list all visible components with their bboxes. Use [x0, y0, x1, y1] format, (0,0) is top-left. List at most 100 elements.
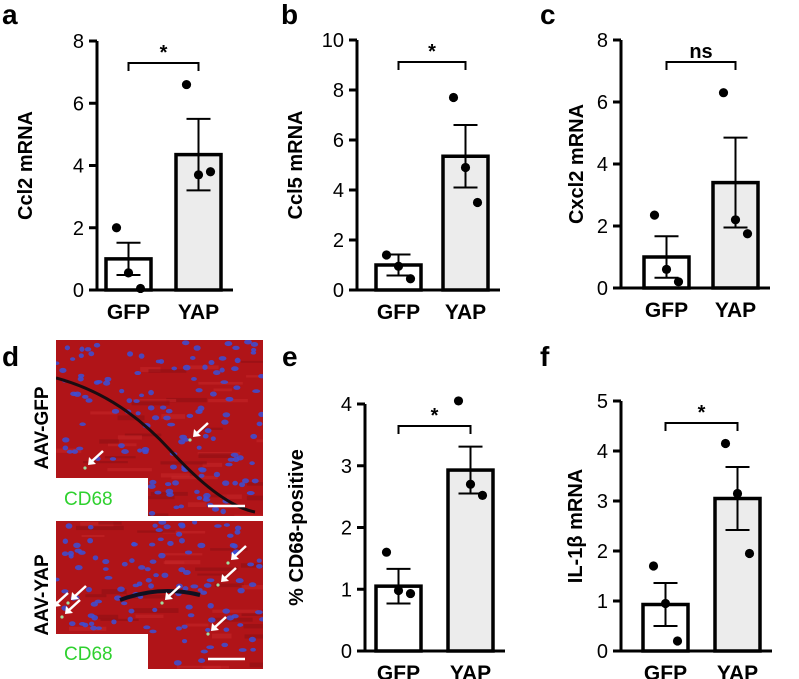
nucleus [182, 364, 191, 371]
tissue-texture [203, 427, 223, 431]
tissue-texture [195, 567, 239, 571]
nucleus [85, 586, 93, 593]
nucleus [223, 627, 230, 632]
panel-letter-f: f [540, 341, 550, 372]
vessel [119, 589, 201, 602]
y-tick-label: 5 [597, 391, 608, 413]
nucleus [71, 449, 79, 454]
nucleus [222, 480, 230, 486]
nucleus [254, 610, 263, 615]
tissue-texture [126, 594, 175, 599]
micrograph-label-aav-yap: AAV-YAP [32, 554, 53, 636]
nucleus [61, 551, 69, 556]
y-tick-label: 4 [333, 180, 344, 202]
nucleus [190, 584, 199, 589]
nucleus [235, 578, 244, 584]
data-point-gfp [649, 210, 660, 220]
tissue-texture [220, 494, 242, 499]
nucleus [196, 445, 202, 450]
data-point-gfp [405, 274, 416, 284]
nucleus [165, 408, 173, 414]
arrow-icon [56, 592, 69, 607]
tissue-texture [210, 548, 248, 551]
nucleus [87, 613, 95, 619]
significance-label: * [698, 402, 706, 424]
tissue-texture [171, 475, 218, 480]
x-tick-label-gfp: GFP [377, 301, 420, 324]
data-point-yap [744, 548, 755, 559]
tissue-texture [68, 626, 107, 631]
arrow-icon [216, 567, 237, 587]
nucleus [148, 389, 154, 396]
nucleus [221, 419, 229, 425]
nucleus [65, 523, 73, 529]
nucleus [69, 357, 76, 361]
nucleus [92, 555, 99, 561]
y-tick-label: 2 [333, 230, 344, 252]
nucleus [207, 602, 214, 609]
nucleus [250, 350, 257, 355]
nucleus [152, 607, 158, 613]
nucleus [244, 340, 252, 345]
y-tick-label: 1 [341, 579, 352, 601]
nucleus [220, 508, 226, 515]
nucleus [242, 478, 249, 484]
tissue-texture [163, 561, 185, 564]
nucleus [121, 561, 128, 567]
nucleus [234, 357, 241, 364]
tissue-texture [185, 623, 209, 627]
nucleus [234, 525, 242, 531]
chart-il1b: 0 1 2 3 4 5 GFP YAP IL-1β mRNA * [565, 391, 772, 679]
chart-cd68-positive: 0 1 2 3 4 GFP YAP % CD68-positive * [286, 394, 505, 679]
nucleus [56, 361, 60, 366]
data-point-yap [181, 79, 192, 90]
nucleus [111, 619, 117, 625]
nucleus [198, 473, 205, 478]
nucleus [176, 531, 183, 537]
nucleus [184, 550, 193, 555]
y-tick-label: 10 [322, 30, 344, 52]
nucleus [233, 385, 241, 390]
nucleus [178, 567, 186, 573]
tissue-texture [187, 502, 207, 507]
tissue-texture [234, 514, 263, 516]
nucleus [258, 373, 263, 379]
nucleus [73, 542, 81, 548]
tissue-texture [99, 439, 119, 444]
nucleus [137, 448, 143, 453]
data-point-yap [472, 197, 483, 208]
data-point-yap [453, 396, 464, 406]
significance-label: * [428, 41, 436, 63]
nucleus [121, 601, 128, 606]
panel-letter-e: e [282, 341, 298, 372]
nucleus [133, 399, 140, 404]
y-tick-label: 4 [597, 154, 608, 176]
nucleus [252, 389, 261, 393]
nucleus [196, 496, 203, 501]
y-tick-label: 6 [73, 93, 84, 115]
nucleus [129, 558, 135, 563]
tissue-texture [214, 583, 244, 588]
data-point-gfp [393, 261, 404, 271]
y-axis-label: IL-1β mRNA [565, 469, 587, 583]
nucleus [182, 586, 189, 591]
nucleus [88, 621, 95, 627]
nucleus [151, 415, 160, 421]
arrow-icon [160, 585, 181, 605]
tissue-texture [162, 530, 206, 534]
nucleus [119, 388, 125, 394]
nucleus [203, 492, 211, 499]
tissue-texture [262, 609, 263, 614]
nucleus [56, 577, 60, 582]
nucleus [232, 480, 238, 486]
x-tick-label-gfp: GFP [107, 301, 150, 324]
data-point-gfp [660, 598, 671, 609]
nucleus [209, 391, 217, 397]
nucleus [163, 415, 171, 421]
nucleus [173, 660, 182, 666]
x-tick-label-yap: YAP [450, 662, 491, 679]
data-point-gfp [648, 561, 659, 571]
significance-bracket [127, 62, 200, 71]
nucleus [66, 449, 73, 454]
arrow-icon [206, 616, 227, 636]
